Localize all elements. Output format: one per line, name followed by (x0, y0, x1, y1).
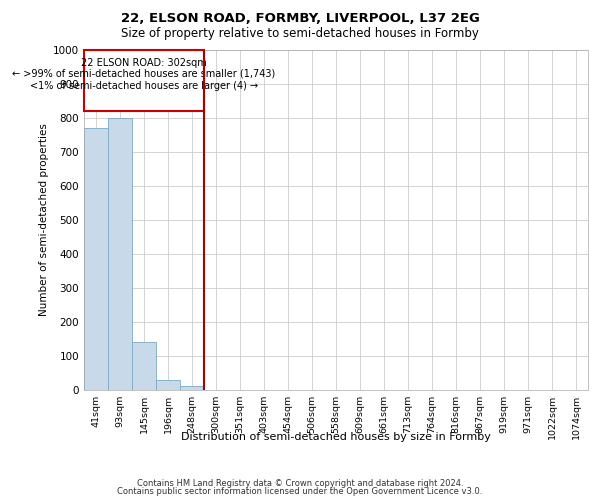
Y-axis label: Number of semi-detached properties: Number of semi-detached properties (39, 124, 49, 316)
Bar (108, 118, 132, 390)
Bar (180, 386, 204, 390)
Text: <1% of semi-detached houses are larger (4) →: <1% of semi-detached houses are larger (… (30, 80, 258, 90)
Bar (156, 380, 180, 390)
Text: Contains HM Land Registry data © Crown copyright and database right 2024.: Contains HM Land Registry data © Crown c… (137, 478, 463, 488)
Text: 22, ELSON ROAD, FORMBY, LIVERPOOL, L37 2EG: 22, ELSON ROAD, FORMBY, LIVERPOOL, L37 2… (121, 12, 479, 26)
Text: Contains public sector information licensed under the Open Government Licence v3: Contains public sector information licen… (118, 487, 482, 496)
Text: Distribution of semi-detached houses by size in Formby: Distribution of semi-detached houses by … (181, 432, 491, 442)
Bar (132, 342, 156, 390)
Bar (84, 128, 108, 390)
Bar (84, 50, 204, 111)
Text: 22 ELSON ROAD: 302sqm: 22 ELSON ROAD: 302sqm (81, 58, 207, 68)
Text: ← >99% of semi-detached houses are smaller (1,743): ← >99% of semi-detached houses are small… (13, 68, 275, 78)
Text: Size of property relative to semi-detached houses in Formby: Size of property relative to semi-detach… (121, 28, 479, 40)
